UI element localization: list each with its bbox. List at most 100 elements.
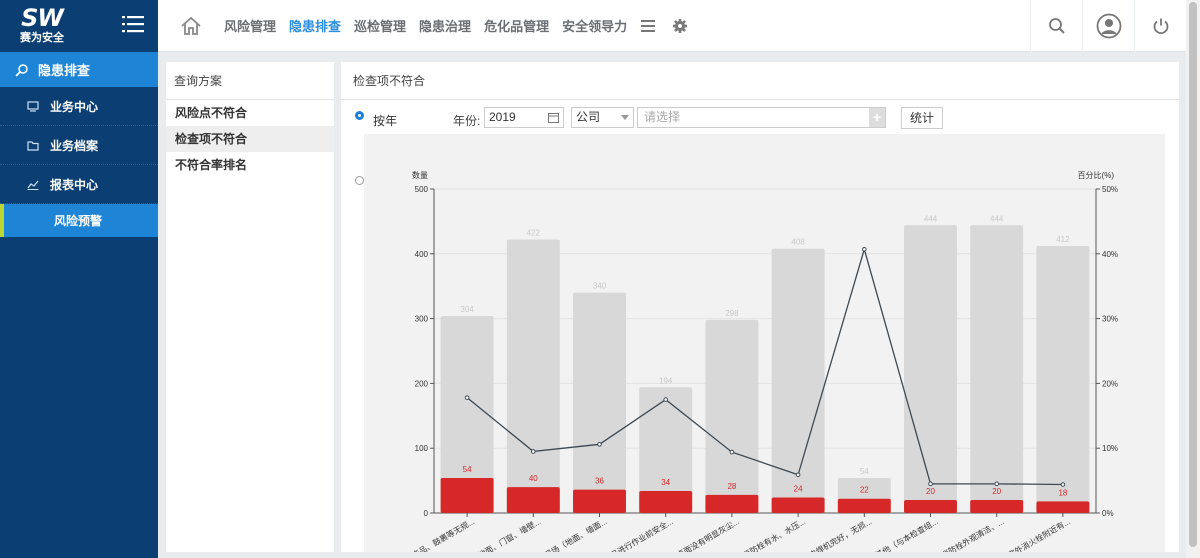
bar-fail <box>970 500 1024 513</box>
rate-point <box>862 246 867 252</box>
bar-fail <box>573 489 626 513</box>
power-icon <box>1153 18 1168 35</box>
scrollbar-thumb[interactable] <box>1189 2 1197 547</box>
org-select-input[interactable]: 请选择 <box>637 107 886 128</box>
nav-chemicals-management[interactable]: 危化品管理 <box>484 19 550 34</box>
radio-by-month[interactable] <box>355 176 364 185</box>
logo: SW 赛为安全 <box>20 3 64 45</box>
rate-point <box>729 449 735 455</box>
query-item-rate-ranking[interactable]: 不符合率排名 <box>175 158 248 172</box>
rate-point <box>994 481 1000 487</box>
rate-point <box>464 395 470 400</box>
sidebar-section-hazard[interactable]: 隐患排查 <box>0 52 158 87</box>
logout-button[interactable] <box>1134 0 1186 52</box>
filter-row: 按年 年份: 2019 公司 请选择 + 统计 按月 <box>341 106 1179 185</box>
rate-point <box>597 442 602 447</box>
y-tick-label: 0 <box>424 509 429 518</box>
page-scrollbar[interactable] <box>1186 0 1200 558</box>
bar-fail <box>639 490 693 513</box>
query-panel-title: 查询方案 <box>166 62 334 100</box>
y-tick-label: 100 <box>415 444 429 453</box>
bar-total-label: 298 <box>725 309 739 318</box>
query-item-risk-point[interactable]: 风险点不符合 <box>175 106 248 120</box>
bar-total-label: 194 <box>659 376 673 385</box>
nav-hazard-governance[interactable]: 隐患治理 <box>419 19 472 34</box>
monitor-icon <box>27 100 39 112</box>
y2-tick-label: 30% <box>1102 315 1118 324</box>
bar-line-chart: 0 0% 100 10% 200 20% 300 30% 400 40% 500 50% 数量 百分比(%… <box>410 170 1118 558</box>
nav-hazard-investigation[interactable]: 隐患排查 <box>289 19 342 34</box>
bar-fail-label: 54 <box>463 465 472 474</box>
rate-point <box>531 449 536 454</box>
rate-point <box>663 397 669 402</box>
x-tick-label: 桌面没有明显灰尘... <box>675 516 741 552</box>
chevron-down-icon <box>621 115 629 120</box>
chart-area: 0 0% 100 10% 200 20% 300 30% 400 40% 500 50% 数量 百分比(%… <box>364 134 1165 558</box>
bar-total-label: 408 <box>791 238 805 247</box>
sidebar-sub-label: 风险预警 <box>54 214 103 228</box>
x-tick-label: 消防栓外观清洁、... <box>939 516 1005 552</box>
top-right-tools <box>1030 0 1186 52</box>
home-icon[interactable] <box>180 15 202 37</box>
bar-total-label: 444 <box>990 214 1004 223</box>
bar-fail-label: 20 <box>992 487 1001 496</box>
nav-risk-management[interactable]: 风险管理 <box>224 19 277 34</box>
sidebar-item-business-center[interactable]: 业务中心 <box>0 87 158 126</box>
bar-total <box>1036 246 1090 514</box>
bar-fail-label: 34 <box>661 478 670 487</box>
bar-fail <box>705 494 759 513</box>
sidebar-item-business-archive[interactable]: 业务档案 <box>0 126 158 165</box>
y2-axis-title: 百分比(%) <box>1078 170 1115 180</box>
radio-by-year-label: 按年 <box>373 114 398 128</box>
sidebar-item-report-center[interactable]: 报表中心 <box>0 165 158 204</box>
year-label: 年份: <box>453 114 481 128</box>
bar-total <box>573 292 626 513</box>
search-icon <box>1048 18 1065 34</box>
y-axis-title: 数量 <box>412 170 428 180</box>
bar-total <box>705 319 759 513</box>
rate-line <box>466 246 1063 486</box>
y2-tick-label: 50% <box>1102 185 1118 194</box>
sidebar-item-risk-warning[interactable]: 风险预警 <box>0 204 158 237</box>
x-tick-label: 消防栓有水、水压... <box>741 516 807 552</box>
year-input[interactable]: 2019 <box>484 107 564 128</box>
logo-mark: SW <box>21 3 64 32</box>
query-item-check-item[interactable]: 检查项不符合 <box>166 126 334 152</box>
search-button[interactable] <box>1030 0 1082 52</box>
bar-fail <box>440 478 494 513</box>
radio-by-year[interactable] <box>355 111 364 120</box>
brand-name: 赛为安全 <box>20 31 64 44</box>
menu-toggle-icon[interactable] <box>122 15 144 33</box>
add-icon[interactable]: + <box>869 108 885 127</box>
bar-fail <box>771 497 825 513</box>
rate-point <box>795 472 801 478</box>
sidebar-item-label: 报表中心 <box>50 177 99 192</box>
chart-icon <box>27 180 39 190</box>
nav-safety-leadership[interactable]: 安全领导力 <box>562 19 628 34</box>
y-tick-label: 300 <box>415 315 429 324</box>
y-tick-label: 400 <box>415 250 429 259</box>
year-value: 2019 <box>489 110 516 124</box>
gear-icon[interactable] <box>672 18 688 34</box>
bar-fail-label: 24 <box>794 484 803 493</box>
menu-icon[interactable] <box>640 19 656 33</box>
x-tick-label: 电焊机完好，无损... <box>807 516 873 552</box>
company-select-value: 公司 <box>576 110 601 124</box>
nav-inspection-management[interactable]: 巡检管理 <box>354 19 407 34</box>
bar-total-label: 54 <box>860 467 869 476</box>
y2-tick-label: 0% <box>1102 509 1114 518</box>
bar-total <box>970 225 1024 513</box>
bar-total-label: 444 <box>924 214 938 223</box>
bar-total <box>771 248 825 513</box>
bar-total-label: 412 <box>1056 235 1070 244</box>
stat-button[interactable]: 统计 <box>901 107 943 129</box>
y2-tick-label: 20% <box>1102 379 1118 388</box>
x-tick-label: 已进行作业前安全... <box>608 516 674 552</box>
user-button[interactable] <box>1082 0 1134 52</box>
bar-total-label: 304 <box>460 305 474 314</box>
search-icon <box>15 63 28 77</box>
avatar-icon <box>1096 13 1121 39</box>
sidebar-item-label: 业务中心 <box>50 99 99 114</box>
rate-point <box>928 481 933 487</box>
company-select[interactable]: 公司 <box>571 107 634 128</box>
